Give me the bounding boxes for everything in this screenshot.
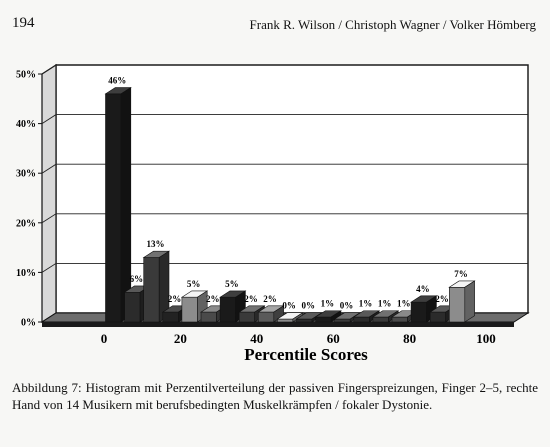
bar-data-label: 2%: [263, 294, 277, 304]
bar-front: [353, 316, 370, 323]
x-axis-title: Percentile Scores: [244, 345, 368, 364]
bar-data-label: 2%: [168, 294, 182, 304]
bar-front: [257, 311, 275, 323]
histogram-bar: [448, 280, 476, 323]
chart-gridlines: [41, 64, 528, 273]
gridline: [41, 262, 528, 273]
y-tick-label: 0%: [21, 318, 36, 329]
bar-data-label: 1%: [321, 299, 335, 309]
bar-data-label: 1%: [359, 299, 373, 309]
chart-bars: [104, 86, 476, 323]
chart-floor-edge: [42, 322, 514, 327]
bar-front: [296, 318, 313, 323]
gridline: [41, 163, 528, 174]
bar-data-label: 13%: [146, 239, 164, 249]
bar-data-label: 1%: [378, 299, 392, 309]
bar-front: [448, 286, 466, 323]
bar-front: [238, 311, 255, 323]
data-labels: 46% 6% 13% 2% 5% 2% 5% 2% 2% 0% 0% 1% 0% 1% 1% 1% 4% 2% 7%: [108, 76, 468, 311]
bar-data-label: 5%: [225, 279, 239, 289]
bar-front: [372, 316, 389, 323]
x-tick-label: 0: [101, 331, 108, 346]
bar-data-label: 0%: [340, 301, 354, 311]
histogram-bar: [257, 305, 285, 323]
x-tick-label: 100: [476, 331, 496, 346]
histogram-chart: 0% 10% 20% 30% 40% 50% 46% 6% 13% 2% 5% 2% 5% 2% 2% 0%…: [16, 63, 530, 364]
bar-front: [200, 311, 217, 323]
histogram-bar: [142, 250, 171, 323]
gridline: [41, 64, 528, 75]
x-tick-label: 60: [327, 331, 340, 346]
bar-data-label: 2%: [206, 294, 220, 304]
bar-data-label: 2%: [435, 294, 449, 304]
histogram-bar: [219, 290, 247, 323]
histogram-bar: [314, 310, 342, 323]
bar-front: [277, 318, 294, 323]
bar-front: [181, 296, 198, 323]
bar-front: [162, 311, 179, 323]
x-tick-label: 40: [250, 331, 263, 346]
bar-front: [429, 311, 447, 323]
bar-data-label: 1%: [397, 299, 411, 309]
bar-front: [143, 257, 160, 323]
y-tick-label: 50%: [16, 70, 36, 81]
bar-data-label: 0%: [302, 301, 316, 311]
bar-front: [105, 93, 122, 323]
bar-front: [219, 296, 236, 323]
bar-front: [391, 316, 408, 323]
running-head: Frank R. Wilson / Christoph Wagner / Vol…: [249, 17, 536, 32]
bar-side: [120, 86, 132, 323]
x-axis-ticks: 0 20 40 60 80 100: [101, 331, 496, 346]
bar-data-label: 2%: [244, 294, 258, 304]
bar-front: [334, 318, 351, 323]
bar-data-label: 7%: [454, 269, 468, 279]
histogram-bar: [104, 86, 132, 323]
x-tick-label: 80: [403, 331, 416, 346]
figure-caption: Abbildung 7: Histogram mit Perzentilvert…: [12, 380, 538, 412]
gridline: [41, 114, 528, 124]
bar-front: [315, 316, 332, 323]
y-tick-label: 20%: [16, 218, 36, 229]
histogram-bar: [276, 312, 304, 323]
bar-front: [124, 291, 141, 323]
bar-front: [410, 301, 427, 323]
y-tick-label: 10%: [16, 268, 36, 279]
histogram-figure: 0% 10% 20% 30% 40% 50% 46% 6% 13% 2% 5% 2% 5% 2% 2% 0%…: [0, 50, 550, 372]
page-number: 194: [12, 15, 35, 31]
y-tick-label: 40%: [16, 119, 36, 130]
bar-side: [464, 280, 475, 323]
bar-data-label: 5%: [187, 279, 201, 289]
gridline: [41, 213, 528, 224]
bar-data-label: 0%: [282, 301, 296, 311]
chart-side-wall: [41, 63, 57, 324]
x-tick-label: 20: [174, 331, 187, 346]
bar-data-label: 4%: [416, 284, 430, 294]
y-axis-ticks: 0% 10% 20% 30% 40% 50%: [16, 70, 42, 329]
bar-data-label: 6%: [130, 274, 144, 284]
y-tick-label: 30%: [16, 169, 36, 180]
bar-data-label: 46%: [108, 76, 126, 86]
